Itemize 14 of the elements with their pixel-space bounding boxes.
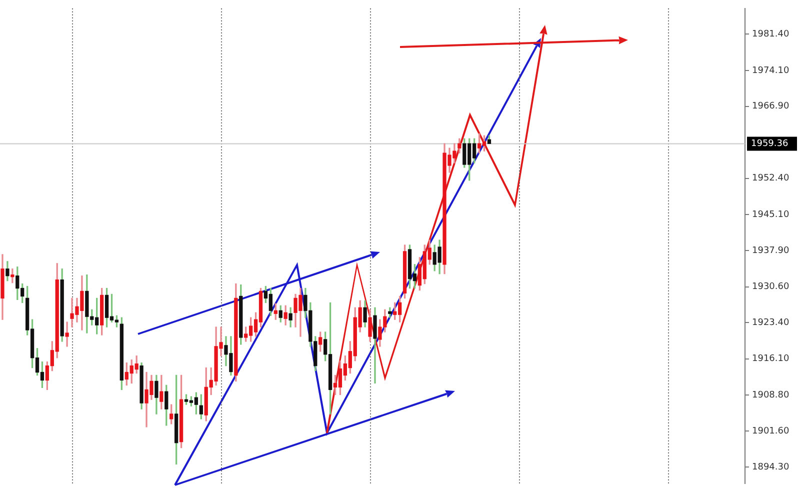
candlestick [65, 322, 69, 347]
y-tick-label: 1981.40 [752, 30, 790, 40]
y-tick-label: 1952.40 [752, 174, 790, 184]
y-tick-label: 1923.40 [752, 318, 790, 328]
y-tick-label: 1945.10 [752, 210, 790, 220]
y-tick-label: 1930.60 [752, 282, 790, 292]
y-tick-label: 1916.10 [752, 354, 790, 364]
y-tick-label: 1908.80 [752, 390, 790, 400]
y-tick-label: 1937.90 [752, 246, 790, 256]
y-tick-label: 1894.30 [752, 462, 790, 473]
y-tick-label: 1966.90 [752, 102, 790, 112]
y-tick-label: 1901.60 [752, 426, 790, 436]
y-tick-label: 1974.10 [752, 66, 790, 76]
ref-line-label: 1959.36 [751, 139, 788, 150]
